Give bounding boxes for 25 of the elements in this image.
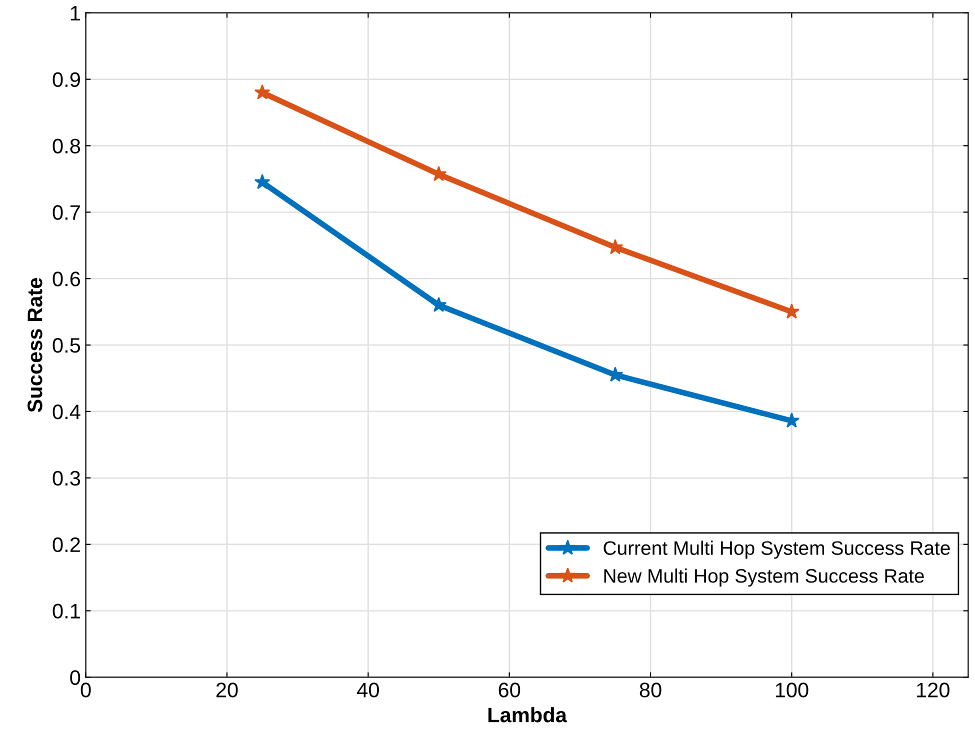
y-tick-label: 0.9: [52, 72, 80, 88]
y-tick-label: 0.7: [52, 205, 80, 220]
y-tick-label: 0.1: [52, 604, 80, 619]
y-tick-label: 0.8: [52, 138, 80, 154]
legend-label: Current Multi Hop System Success Rate: [604, 540, 950, 559]
x-tick-label: 60: [498, 682, 520, 698]
x-tick-label: 20: [216, 682, 238, 698]
y-tick-label: 0.5: [52, 338, 80, 353]
y-tick-label: 0.2: [52, 537, 80, 552]
x-tick-label: 0: [80, 682, 91, 698]
legend-label: New Multi Hop System Success Rate: [604, 568, 924, 587]
x-tick-label: 120: [917, 682, 950, 698]
y-tick-label: 0: [70, 670, 80, 685]
y-tick-label: 0.4: [52, 404, 80, 420]
x-tick-label: 80: [640, 682, 662, 698]
y-tick-label: 1: [70, 6, 80, 20]
y-axis-title: Success Rate: [28, 278, 42, 412]
point: [430, 296, 447, 312]
y-tick-label: 0.6: [52, 272, 80, 286]
point: [254, 174, 270, 190]
y-tick-label: 0.3: [52, 470, 80, 486]
x-tick-label: 40: [357, 682, 379, 698]
point: [254, 84, 270, 100]
x-axis-title: Lambda: [488, 707, 568, 722]
x-tick-label: 100: [776, 682, 808, 698]
